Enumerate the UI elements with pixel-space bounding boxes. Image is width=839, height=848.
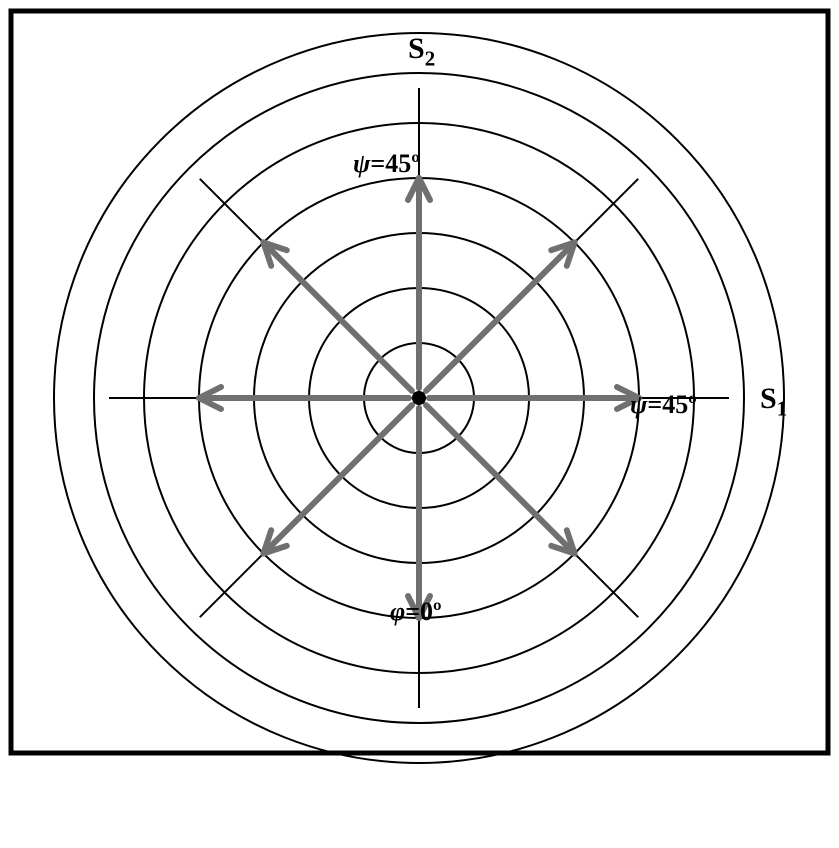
polar-diagram: S2S1ψ=45ºψ=45ºφ=0º	[0, 0, 839, 848]
label-phi-0: φ=0º	[390, 597, 442, 626]
center-dot	[412, 391, 426, 405]
diagram-container: S2S1ψ=45ºψ=45ºφ=0º	[0, 0, 839, 848]
label-psi-45-right: ψ=45º	[630, 390, 697, 419]
label-psi-45-top: ψ=45º	[353, 149, 420, 178]
